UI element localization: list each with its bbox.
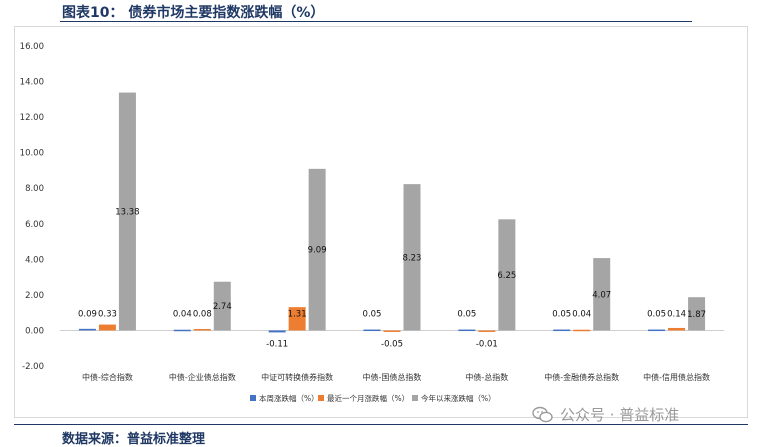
data-label: 0.05: [552, 309, 571, 319]
bar: [668, 327, 686, 331]
data-label: 1.31: [288, 309, 307, 319]
bar: [648, 329, 666, 332]
y-tick-label: 16.00: [20, 42, 44, 52]
data-label: 1.87: [687, 310, 706, 320]
data-label: 0.04: [173, 309, 192, 319]
legend-swatch: [250, 395, 256, 401]
bar: [688, 297, 706, 331]
x-tick-label: 中债-总指数: [465, 372, 508, 382]
title-underline: [60, 21, 692, 22]
data-label: 0.05: [363, 309, 382, 319]
data-label: 0.04: [572, 309, 591, 319]
bar: [78, 328, 96, 331]
bar: [363, 329, 381, 332]
data-label: 8.23: [403, 253, 422, 263]
data-label: -0.01: [476, 339, 498, 349]
y-tick-label: 6.00: [25, 220, 44, 230]
y-tick-label: 4.00: [25, 255, 44, 265]
y-tick-label: 8.00: [25, 184, 44, 194]
legend-swatch: [412, 395, 418, 401]
data-label: 0.05: [647, 309, 666, 319]
bar: [193, 329, 211, 331]
data-label: 0.14: [667, 309, 686, 319]
bar: [553, 329, 571, 332]
wechat-icon: [532, 406, 553, 422]
x-tick-label: 中债-信用债总指数: [643, 372, 710, 382]
y-tick-label: 14.00: [20, 78, 44, 88]
bar: [383, 330, 401, 332]
y-tick-label: -2.00: [22, 362, 44, 372]
bar: [268, 330, 286, 333]
chart-title: 图表10： 债券市场主要指数涨跌幅（%）: [62, 5, 325, 21]
data-label: 0.05: [457, 309, 476, 319]
watermark: 公众号 · 普益标准: [532, 404, 679, 425]
bar: [288, 307, 306, 331]
x-tick-label: 中债-国债总指数: [363, 372, 422, 382]
bar: [593, 258, 611, 331]
bar: [308, 168, 326, 331]
data-label: 0.08: [193, 309, 212, 319]
bar: [458, 329, 476, 332]
y-tick-label: 12.00: [20, 113, 44, 123]
bar: [573, 329, 591, 332]
bar: [478, 330, 496, 332]
bar: [173, 329, 191, 332]
bar: [118, 92, 136, 331]
x-tick-label: 中债-企业债总指数: [169, 372, 236, 382]
legend-label: 最近一个月涨跌幅（%）: [327, 393, 409, 403]
data-label: -0.11: [266, 339, 288, 349]
data-label: 4.07: [592, 290, 611, 300]
x-tick-label: 中债-金融债券总指数: [544, 372, 619, 382]
y-tick-label: 2.00: [25, 291, 44, 301]
data-label: 0.09: [78, 309, 97, 319]
bar: [213, 281, 231, 331]
watermark-text: 公众号 · 普益标准: [560, 406, 680, 424]
legend-label: 今年以来涨跌幅（%）: [421, 393, 496, 403]
x-tick-label: 中证可转换债券指数: [261, 372, 333, 382]
source-note: 数据来源：普益标准整理: [62, 432, 206, 447]
y-tick-label: 10.00: [20, 149, 44, 159]
data-label: 6.25: [497, 271, 516, 281]
data-label: 0.33: [98, 309, 117, 319]
bar: [498, 219, 516, 331]
legend-swatch: [318, 395, 324, 401]
data-label: 13.38: [115, 208, 139, 218]
data-label: -0.05: [381, 339, 403, 349]
x-tick-label: 中债-综合指数: [82, 372, 133, 382]
data-label: 2.74: [213, 302, 232, 312]
legend-label: 本周涨跌幅（%）: [259, 393, 319, 403]
bar: [98, 324, 116, 331]
chart-frame: [14, 26, 748, 418]
footer-rule: [14, 424, 748, 425]
bar: [403, 184, 421, 331]
y-tick-label: 0.00: [25, 326, 44, 336]
data-label: 9.09: [308, 246, 327, 256]
